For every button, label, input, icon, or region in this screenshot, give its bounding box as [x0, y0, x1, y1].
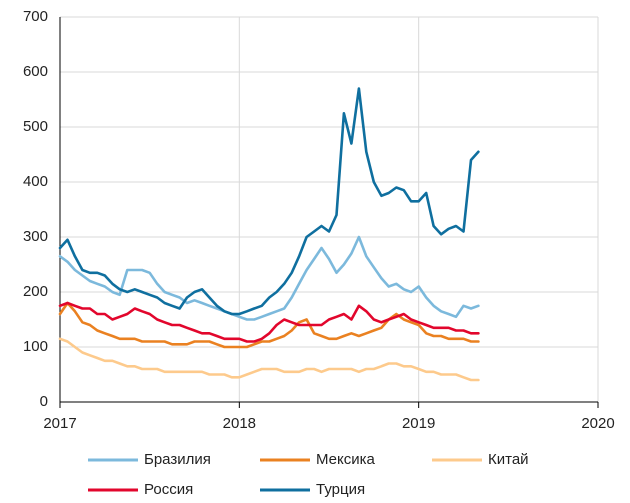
y-tick-label: 200	[23, 283, 48, 300]
y-tick-label: 700	[23, 8, 48, 25]
legend-label: Мексика	[316, 451, 376, 468]
y-tick-label: 500	[23, 118, 48, 135]
y-tick-label: 400	[23, 173, 48, 190]
series-line	[58, 337, 480, 382]
y-tick-label: 300	[23, 228, 48, 245]
legend-label: Китай	[488, 451, 529, 468]
y-tick-label: 0	[40, 393, 48, 410]
x-tick-label: 2019	[402, 415, 435, 432]
x-tick-label: 2020	[581, 415, 614, 432]
series-line	[58, 301, 480, 343]
legend-label: Бразилия	[144, 451, 211, 468]
x-tick-label: 2017	[43, 415, 76, 432]
series-line	[58, 87, 480, 316]
y-tick-label: 100	[23, 338, 48, 355]
legend-label: Турция	[316, 481, 365, 498]
series-line	[58, 301, 480, 349]
series-line	[58, 235, 480, 321]
x-tick-label: 2018	[223, 415, 256, 432]
y-tick-label: 600	[23, 63, 48, 80]
legend-label: Россия	[144, 481, 193, 498]
